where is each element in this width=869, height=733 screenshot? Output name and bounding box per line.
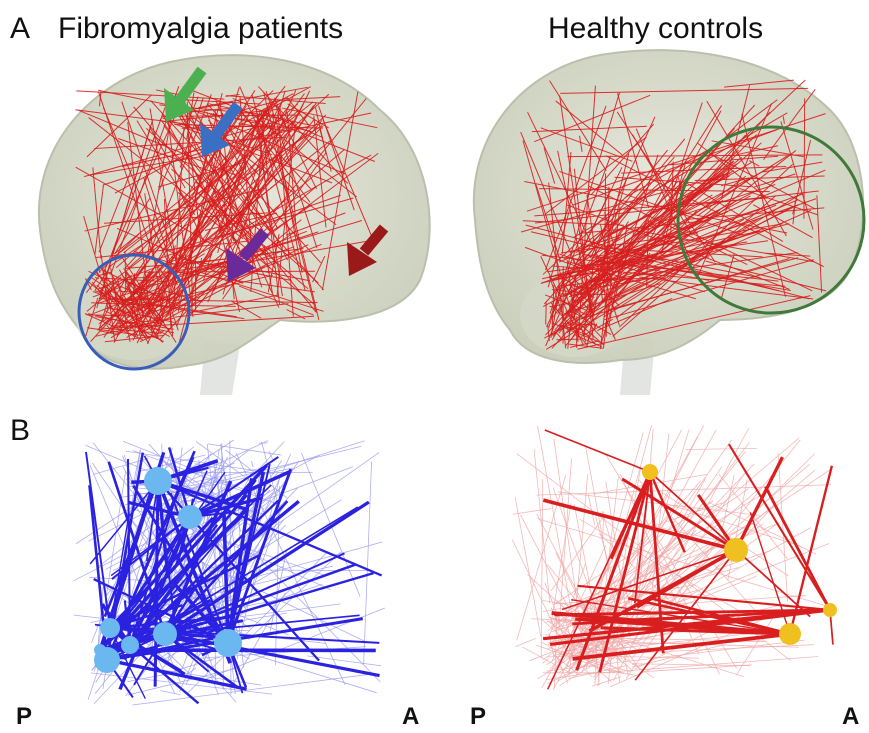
node bbox=[178, 505, 202, 529]
edge bbox=[160, 691, 180, 695]
node bbox=[823, 603, 837, 617]
node bbox=[724, 538, 748, 562]
edge bbox=[364, 461, 372, 665]
panel-title: Fibromyalgia patients bbox=[58, 12, 343, 45]
edge bbox=[541, 479, 543, 659]
edge bbox=[765, 487, 830, 610]
panel-label: A bbox=[10, 12, 30, 45]
orientation-label: A bbox=[842, 703, 859, 730]
edge bbox=[251, 461, 253, 467]
node bbox=[214, 629, 242, 657]
edge bbox=[588, 494, 594, 524]
edge bbox=[515, 497, 541, 636]
edge bbox=[537, 485, 831, 495]
figure: A Fibromyalgia patients Healthy controls… bbox=[0, 0, 869, 733]
panel-label: B bbox=[10, 414, 30, 447]
edge bbox=[632, 664, 750, 666]
network bbox=[512, 425, 837, 690]
orientation-label: P bbox=[470, 703, 486, 730]
node bbox=[153, 622, 177, 646]
node bbox=[642, 464, 658, 480]
edge bbox=[86, 452, 110, 628]
orientation-label: A bbox=[402, 703, 419, 730]
node bbox=[779, 623, 801, 645]
node bbox=[121, 636, 139, 654]
edge bbox=[557, 339, 581, 340]
node bbox=[94, 644, 106, 656]
panel-title: Healthy controls bbox=[548, 12, 763, 45]
node bbox=[144, 467, 172, 495]
node bbox=[100, 618, 120, 638]
orientation-label: P bbox=[16, 703, 32, 730]
edge bbox=[513, 509, 551, 515]
edge bbox=[686, 448, 757, 449]
edge bbox=[546, 303, 547, 325]
network bbox=[73, 440, 385, 705]
edge bbox=[516, 638, 536, 646]
edge bbox=[545, 430, 650, 472]
edge bbox=[258, 441, 364, 475]
